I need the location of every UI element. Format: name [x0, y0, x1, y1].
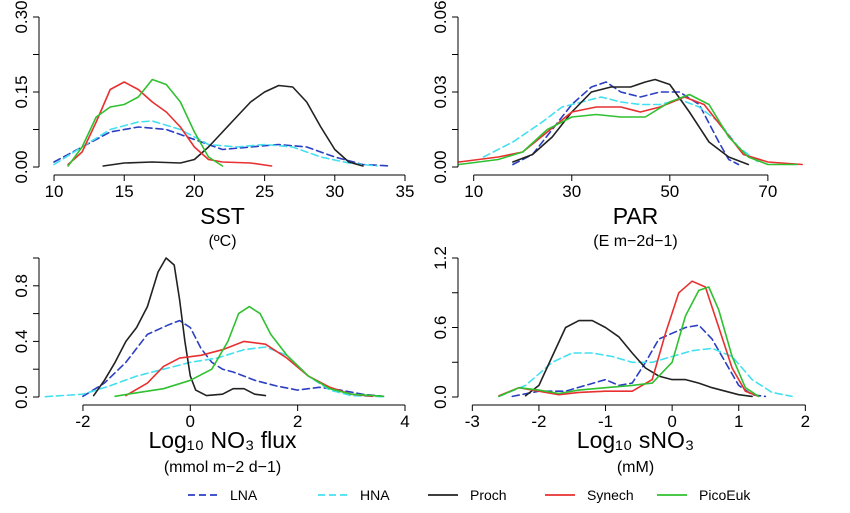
panel-1: 0.00 0.15 0.30 10 15 20 25 30 35 SST (ºC)	[12, 0, 414, 250]
y-tick-label: 1.2	[431, 246, 450, 270]
series-line-lna	[82, 319, 385, 398]
series-line-proch	[512, 78, 750, 166]
y-tick-label: 0.15	[12, 75, 31, 108]
x-tick-label: 10	[464, 182, 483, 201]
series-line-synech	[458, 96, 803, 166]
x-tick-label: 15	[115, 182, 134, 201]
series-line-synech	[125, 340, 374, 398]
x-tick-label: 30	[562, 182, 581, 201]
series-line-synech	[67, 81, 273, 167]
series-line-lna	[512, 81, 740, 166]
y-tick-label: 0.0	[431, 385, 450, 409]
legend-label: PicoEuk	[699, 487, 751, 503]
series-line-hna	[498, 347, 793, 398]
series-line-lna	[511, 324, 767, 398]
x-axis-unit: (mmol m−2 d−1)	[164, 459, 281, 476]
panel-2: 0.00 0.03 0.06 10 30 50 70 PAR (E m−2d−1)	[431, 0, 803, 250]
x-tick-label: 0	[667, 412, 676, 431]
x-tick-label: -3	[465, 412, 480, 431]
legend-item-lna: LNA	[188, 487, 258, 503]
x-axis-label: PAR	[613, 203, 659, 229]
series-line-proch	[92, 257, 267, 397]
series-line-synech	[498, 280, 760, 398]
y-tick-label: 0.30	[12, 0, 31, 33]
x-tick-label: -2	[75, 412, 90, 431]
x-axis-label: Log₁₀ sNO₃	[577, 427, 694, 453]
panel-4: 0.0 0.6 1.2 -3 -2 -1 0 1 2 Log₁₀ sNO₃ (mM)	[431, 246, 810, 476]
legend-label: Synech	[587, 487, 634, 503]
x-axis-label: SST	[200, 203, 245, 229]
y-tick-label: 0.00	[431, 150, 450, 183]
series-line-lna	[53, 126, 392, 167]
legend-item-synech: Synech	[545, 487, 634, 503]
series-line-picoeuk	[67, 78, 224, 167]
series-line-proch	[102, 84, 364, 167]
panel-3: 0.0 0.4 0.8 -2 0 2 4 Log₁₀ NO₃ flux (mmol m−2 d−…	[12, 257, 410, 476]
x-tick-label: -1	[598, 412, 613, 431]
y-tick-label: 0.00	[12, 150, 31, 183]
x-tick-label: -2	[531, 412, 546, 431]
x-tick-label: 0	[186, 412, 195, 431]
x-tick-label: 25	[255, 182, 274, 201]
legend-item-hna: HNA	[318, 487, 390, 503]
legend-label: HNA	[360, 487, 390, 503]
x-tick-label: 30	[325, 182, 344, 201]
legend-item-picoeuk: PicoEuk	[657, 487, 751, 503]
x-axis-unit: (mM)	[617, 459, 654, 476]
y-tick-label: 0.4	[12, 330, 31, 354]
legend-item-proch: Proch	[428, 487, 507, 503]
y-tick-label: 0.06	[431, 0, 450, 33]
legend: LNA HNA Proch Synech PicoEuk	[188, 487, 751, 503]
y-tick-label: 0.03	[431, 75, 450, 108]
y-tick-label: 0.8	[12, 274, 31, 298]
series-line-hna	[44, 346, 385, 398]
x-tick-label: 4	[400, 412, 409, 431]
x-axis-unit: (E m−2d−1)	[593, 233, 677, 250]
y-tick-label: 0.0	[12, 385, 31, 409]
x-tick-label: 2	[801, 412, 810, 431]
x-axis-label: Log₁₀ NO₃ flux	[148, 427, 297, 453]
series-line-picoeuk	[498, 286, 760, 398]
legend-label: Proch	[470, 487, 507, 503]
legend-label: LNA	[230, 487, 258, 503]
series-line-picoeuk	[114, 305, 385, 398]
x-tick-label: 10	[45, 182, 64, 201]
series-line-picoeuk	[458, 93, 799, 166]
x-tick-label: 1	[734, 412, 743, 431]
series-line-proch	[524, 319, 753, 398]
x-tick-label: 35	[396, 182, 415, 201]
x-tick-label: 70	[758, 182, 777, 201]
x-tick-label: 2	[293, 412, 302, 431]
x-axis-unit: (ºC)	[208, 233, 236, 250]
y-tick-label: 0.6	[431, 316, 450, 340]
x-tick-label: 20	[185, 182, 204, 201]
x-tick-label: 50	[660, 182, 679, 201]
series-line-hna	[53, 120, 378, 167]
